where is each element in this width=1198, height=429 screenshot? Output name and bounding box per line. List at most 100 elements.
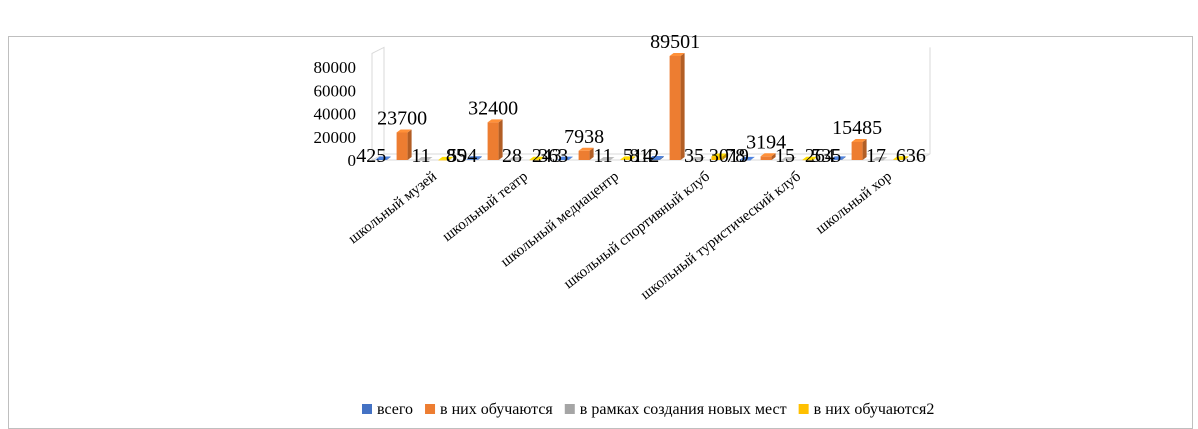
bar (417, 156, 433, 161)
data-label: 264 (805, 145, 835, 167)
legend-item: в них обучаются2 (798, 401, 935, 418)
data-label: 32400 (468, 97, 518, 119)
data-label: 363 (538, 145, 568, 167)
bar-top (739, 156, 755, 160)
bar-front (375, 159, 387, 161)
bar-top (599, 156, 615, 160)
bar-side (659, 156, 664, 160)
bar-marks (375, 52, 909, 161)
side-wall (371, 46, 385, 160)
bar (487, 119, 503, 160)
bar (578, 147, 594, 160)
bar (872, 156, 888, 161)
bar (466, 156, 482, 160)
y-tick-label: 40000 (314, 105, 357, 124)
bar-side (771, 153, 776, 160)
bar-side (477, 156, 482, 160)
bar-top (438, 156, 454, 160)
bar (620, 156, 636, 160)
bar-top (417, 156, 433, 160)
bar-front (669, 55, 681, 160)
bar-side (680, 52, 685, 160)
y-tick-label: 80000 (314, 58, 357, 77)
bar-side (792, 156, 797, 160)
bar-front (578, 150, 590, 160)
bar-front (802, 159, 814, 161)
legend-item: в них обучаются (425, 401, 553, 418)
bar-front (396, 132, 408, 160)
legend-label: в них обучаются2 (814, 401, 935, 418)
bar-side (750, 156, 755, 160)
bar-top (508, 156, 524, 160)
bar-side (386, 156, 391, 160)
data-label: 23700 (377, 107, 427, 129)
bar (508, 156, 524, 161)
bar (529, 156, 545, 161)
bar-front (739, 159, 751, 161)
bar-side (722, 153, 727, 160)
legend-swatch (798, 404, 809, 414)
chart-frame (8, 36, 1193, 429)
bar-top (690, 156, 706, 160)
bar-top (487, 119, 503, 123)
bar-side (862, 138, 867, 160)
bar-front (648, 159, 660, 160)
bar-side (449, 156, 454, 160)
bar-side (519, 156, 524, 160)
bar-front (466, 159, 478, 160)
bar-top (620, 156, 636, 160)
bar (711, 153, 727, 160)
legend-label: в них обучаются (440, 401, 553, 418)
bar (669, 52, 685, 160)
bar-front (599, 159, 611, 161)
bar-side (540, 156, 545, 160)
bar (648, 156, 664, 160)
data-label: 243 (532, 145, 562, 167)
data-label: 514 (623, 145, 653, 167)
bar-side (813, 156, 818, 160)
bar-side (904, 156, 909, 160)
bar-front (620, 159, 632, 160)
legend-swatch (564, 404, 575, 414)
bar-front (872, 159, 884, 161)
y-tick-label: 20000 (314, 128, 357, 147)
plot-walls (371, 46, 931, 161)
bar-top (711, 153, 727, 157)
data-label: 3019 (709, 145, 749, 167)
bar-front (711, 156, 723, 160)
data-label: 15485 (832, 117, 882, 139)
bar-side (568, 156, 573, 160)
bar-top (669, 52, 685, 56)
bar-top (396, 129, 412, 133)
bar-side (841, 156, 846, 160)
bar-top (529, 156, 545, 160)
legend-item: всего (362, 401, 413, 418)
bar-side (701, 156, 706, 160)
data-label: 535 (811, 145, 841, 167)
bar-front (781, 159, 793, 161)
bar-side (498, 119, 503, 160)
y-tick-label: 0 (348, 151, 357, 170)
bar (599, 156, 615, 161)
data-label: 11 (593, 145, 612, 167)
bar (557, 156, 573, 161)
legend-label: всего (377, 401, 413, 418)
data-label: 85 (446, 145, 466, 167)
data-label: 15 (775, 145, 795, 167)
data-label: 11 (411, 145, 430, 167)
data-label: 17 (866, 145, 886, 167)
bar-side (610, 156, 615, 160)
bar-front (438, 159, 450, 161)
bar-front (529, 159, 541, 161)
bar-front (830, 159, 842, 160)
data-label: 35 (684, 145, 704, 167)
bar (802, 156, 818, 161)
bar-side (631, 156, 636, 160)
bar-front (487, 122, 499, 160)
bar-side (589, 147, 594, 160)
bar-top (648, 156, 664, 160)
bar-side (428, 156, 433, 160)
bar-top (760, 153, 776, 157)
